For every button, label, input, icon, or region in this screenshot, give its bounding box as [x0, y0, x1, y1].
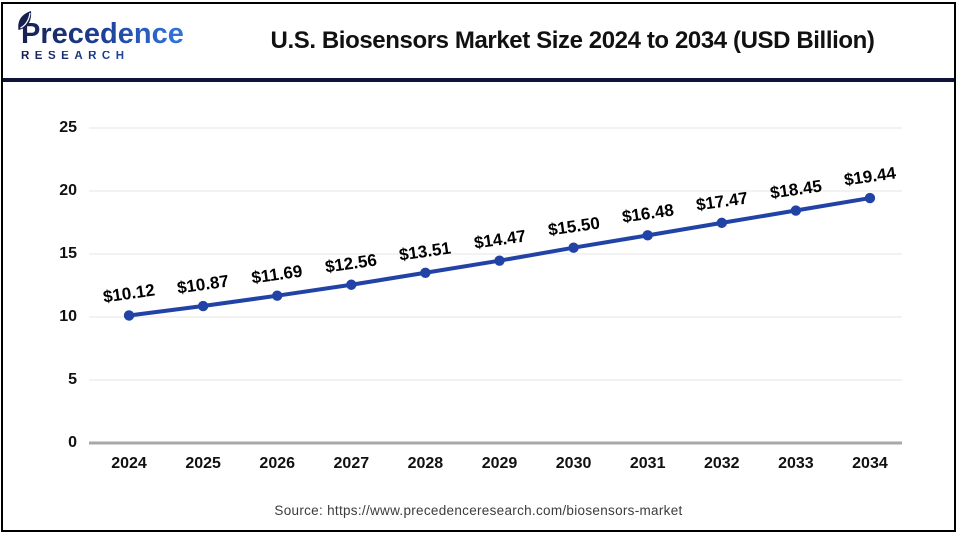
- x-axis-tick-label: 2029: [481, 455, 518, 472]
- line-chart-canvas: [89, 127, 902, 445]
- x-axis-tick-label: 2024: [111, 455, 147, 472]
- y-axis-tick-label: 0: [68, 434, 77, 451]
- data-point: [346, 279, 357, 290]
- header-divider: [3, 78, 954, 82]
- infographic-frame: Precedence RESEARCH U.S. Biosensors Mark…: [1, 2, 956, 532]
- x-axis-tick-label: 2031: [629, 455, 666, 472]
- x-axis-tick-label: 2025: [185, 455, 221, 472]
- x-axis-tick-label: 2034: [852, 455, 888, 472]
- data-point: [494, 255, 505, 266]
- data-point: [197, 300, 209, 312]
- y-axis-tick-label: 15: [59, 245, 77, 262]
- x-axis-tick-label: 2028: [407, 455, 444, 472]
- data-point: [642, 230, 653, 241]
- logo: Precedence RESEARCH: [18, 10, 221, 63]
- y-axis-tick-label: 10: [59, 308, 77, 325]
- data-point: [790, 205, 802, 216]
- x-axis-tick-label: 2026: [259, 455, 296, 472]
- logo-subtitle: RESEARCH: [21, 50, 221, 63]
- data-point: [716, 217, 727, 229]
- x-axis-tick-label: 2030: [555, 455, 592, 472]
- x-axis-tick-label: 2032: [703, 455, 740, 472]
- source-text: Source: https://www.precedenceresearch.c…: [274, 503, 683, 518]
- header: Precedence RESEARCH U.S. Biosensors Mark…: [3, 4, 954, 78]
- data-point: [864, 192, 876, 204]
- x-axis-tick-label: 2027: [333, 455, 370, 472]
- plot-area: 0 5 10 15 20 25 2024 2025 2026 2027 2028 2029 2030 20…: [3, 82, 954, 529]
- leaf-icon: [18, 10, 32, 30]
- chart-title: U.S. Biosensors Market Size 2024 to 2034…: [270, 27, 875, 54]
- y-axis-tick-label: 5: [68, 371, 77, 388]
- logo-wordmark: Precedence: [21, 19, 221, 49]
- data-point: [123, 310, 135, 321]
- y-axis-tick-label: 25: [59, 119, 77, 136]
- y-axis-tick-label: 20: [59, 182, 77, 199]
- data-point: [272, 290, 283, 301]
- data-point: [568, 242, 579, 253]
- data-point: [420, 267, 431, 278]
- x-axis-tick-label: 2033: [778, 455, 814, 472]
